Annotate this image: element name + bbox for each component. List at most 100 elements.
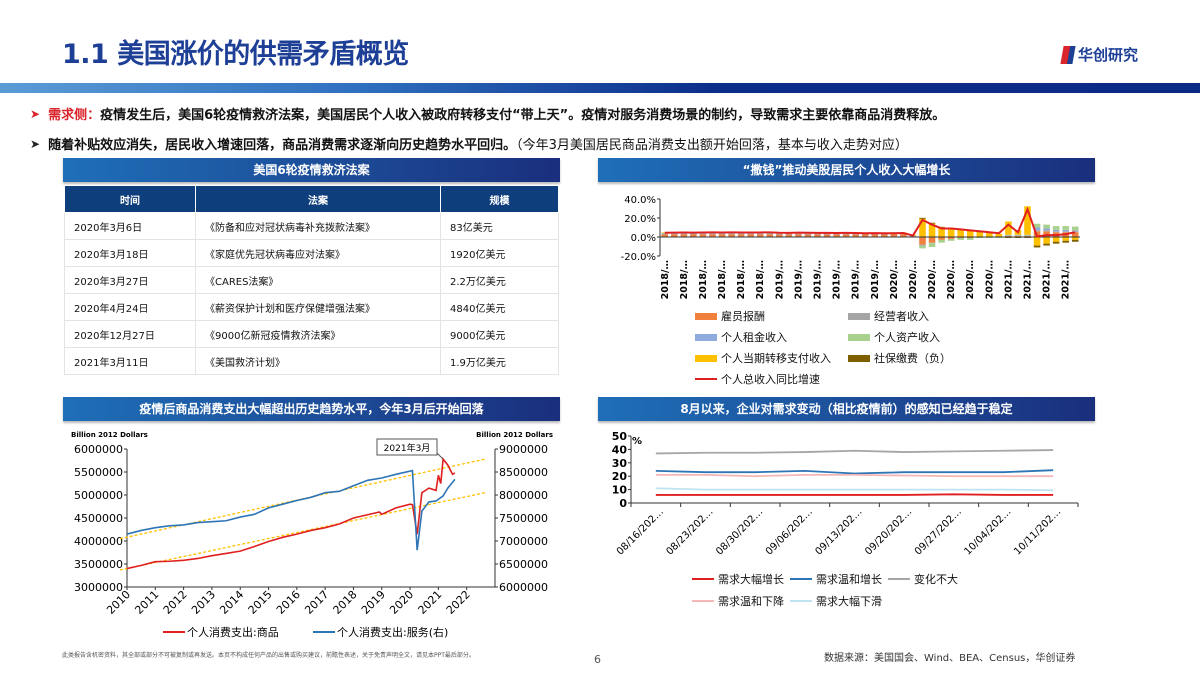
bar-segment [747, 233, 754, 235]
left-y-tick-label: 3500000 [74, 558, 123, 571]
bar-segment [1014, 235, 1022, 236]
bar-segment [690, 233, 697, 235]
income-chart-panel: “撒钱”推动美股居民个人收入大幅增长 [598, 158, 1095, 182]
column-header: 规模 [440, 185, 559, 213]
legend-swatch [848, 333, 870, 341]
bar-segment [718, 233, 726, 235]
legend-label: 经营者收入 [874, 310, 929, 323]
bar-segment [690, 234, 697, 237]
bar-segment [928, 243, 936, 247]
bar-segment [938, 226, 945, 228]
bar-segment [1062, 231, 1069, 233]
panel-title: 疫情后商品消费支出大幅超出历史趋势水平，今年3月后开始回落 [63, 397, 560, 421]
bar-segment [766, 233, 774, 235]
brand-logo: 华创研究 [1060, 44, 1138, 65]
x-tick-label: 2018/… [679, 260, 690, 299]
x-tick-label: 10/11/202… [1012, 506, 1063, 557]
bar-segment [661, 233, 669, 235]
legend-item: 个人资产收入 [848, 329, 1008, 345]
bar-segment [785, 234, 793, 237]
bar-segment [699, 234, 707, 237]
legend-line-swatch [888, 578, 910, 580]
demand-series-line [655, 449, 1054, 455]
x-tick-label: 2018 [331, 588, 360, 617]
y-tick-label: 30 [612, 457, 628, 470]
bar-segment [938, 237, 945, 240]
bar-segment [1062, 226, 1069, 230]
annotation-label: 2021年3月 [384, 442, 431, 454]
relief-table: 时间 法案 规模 2020年3月6日 《防备和应对冠状病毒补充拨款法案》 83亿美元… [64, 185, 559, 375]
left-y-tick-label: 4000000 [74, 535, 123, 548]
bar-segment [1071, 230, 1079, 232]
legend-item: 经营者收入 [848, 308, 1008, 324]
legend-swatch [848, 312, 870, 320]
legend-item: 社保缴费（负） [848, 350, 1008, 366]
demand-series-line [655, 473, 1054, 478]
bar-segment [1071, 237, 1079, 240]
x-tick-label: 2013 [189, 588, 218, 617]
panel-title: “撒钱”推动美股居民个人收入大幅增长 [598, 158, 1095, 182]
bar-segment [852, 233, 859, 235]
bar-segment [737, 234, 745, 237]
consumption-chart-panel: 疫情后商品消费支出大幅超出历史趋势水平，今年3月后开始回落 [63, 397, 560, 421]
legend-line-swatch [692, 600, 714, 602]
header-divider [0, 83, 1200, 93]
legend-item: 个人当期转移支付收入 [695, 350, 848, 366]
bar-segment [1005, 221, 1012, 235]
bar-segment [1052, 231, 1060, 233]
bar-segment [680, 234, 688, 237]
legend-item: 需求温和增长 [790, 571, 882, 587]
relief-table-panel: 美国6轮疫情救济法案 时间 法案 规模 2020年3月6日 《防备和应对冠状病毒补… [63, 158, 560, 375]
act-cell: 《CARES法案》 [195, 266, 441, 294]
table-row: 2020年3月18日 《家庭优先冠状病毒应对法案》 1920亿美元 [64, 239, 559, 267]
bar-segment [1071, 239, 1079, 242]
bar-segment [814, 233, 821, 235]
y-tick-label: 0 [619, 497, 627, 510]
bar-segment [1005, 235, 1012, 237]
bar-segment [804, 234, 812, 237]
panel-title: 美国6轮疫情救济法案 [63, 158, 560, 182]
bar-segment [823, 234, 831, 237]
y-tick-label: 40 [612, 443, 628, 456]
table-row: 2020年12月27日 《9000亿新冠疫情救济法案》 9000亿美元 [64, 320, 559, 348]
act-cell: 《美国救济计划》 [195, 347, 441, 375]
bar-segment [1071, 232, 1079, 237]
bar-segment [709, 234, 716, 237]
demand-chart-legend: 需求大幅增长 需求温和增长 变化不大 需求温和下降 需求大幅下滑 [692, 571, 992, 609]
x-tick-label: 2020 [387, 588, 416, 617]
size-cell: 1920亿美元 [440, 239, 559, 267]
left-y-tick-label: 4500000 [74, 512, 123, 525]
size-cell: 4840亿美元 [440, 293, 559, 321]
income-chart-legend: 雇员报酬 经营者收入 个人租金收入 个人资产收入 个人当期转移支付收入 社保缴费（负） 个人… [695, 308, 1015, 387]
bar-segment [823, 233, 831, 235]
bar-segment [1033, 245, 1041, 248]
x-tick-label: 2020/… [927, 260, 938, 299]
bar-segment [928, 223, 936, 237]
table-row: 2020年4月24日 《薪资保护计划和医疗保健增强法案》 4840亿美元 [64, 293, 559, 321]
x-tick-label: 2019/… [851, 260, 862, 299]
legend-swatch [695, 312, 717, 320]
x-tick-label: 2022 [444, 588, 473, 617]
date-cell: 2020年12月27日 [64, 320, 196, 348]
x-tick-label: 2021/… [1042, 260, 1053, 299]
bar-segment [842, 233, 850, 235]
y-tick-label: 20 [612, 470, 628, 483]
x-tick-label: 2020/… [965, 260, 976, 299]
bar-segment [1014, 235, 1022, 237]
x-tick-label: 09/13/202… [814, 506, 865, 557]
bar-segment [1071, 231, 1079, 233]
x-tick-label: 2018/… [755, 260, 766, 299]
bar-segment [699, 233, 707, 235]
bar-segment [1052, 237, 1060, 242]
bar-segment [861, 234, 869, 237]
bullet-note: （今年3月美国居民商品消费支出额开始回落，基本与收入走势对应） [516, 138, 908, 153]
bar-segment [1052, 229, 1060, 232]
bar-segment [919, 237, 926, 245]
goods-line [126, 457, 456, 570]
bar-segment [795, 234, 802, 237]
bar-segment [919, 244, 926, 246]
legend-swatch [695, 354, 717, 362]
bar-segment [1024, 206, 1031, 235]
bar-segment [947, 228, 955, 237]
right-y-tick-label: 8500000 [499, 466, 548, 479]
